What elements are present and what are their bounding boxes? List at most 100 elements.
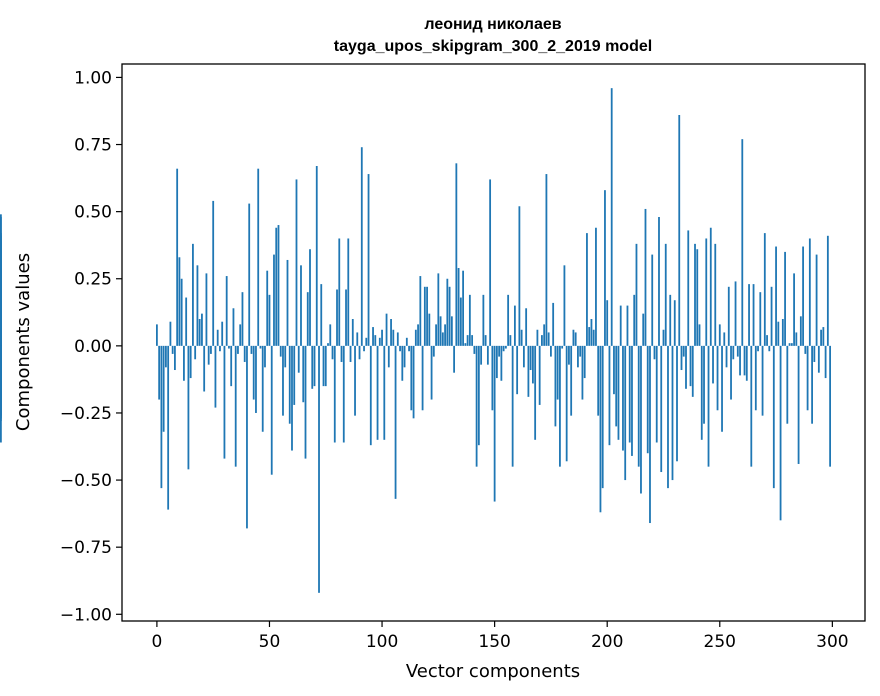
bar-63 <box>297 345 300 373</box>
bar-182 <box>565 345 568 462</box>
chart-subtitle: tayga_upos_skipgram_300_2_2019 model <box>334 38 652 55</box>
bar-111 <box>405 337 408 346</box>
bar-79 <box>333 345 336 443</box>
bar-106 <box>394 345 397 499</box>
bar-13 <box>185 297 188 346</box>
bar-36 <box>237 345 239 354</box>
bar-285 <box>797 345 800 464</box>
bar-273 <box>770 286 773 346</box>
bar-181 <box>563 265 566 346</box>
bar-81 <box>338 238 341 346</box>
bar-160 <box>516 345 519 395</box>
bar-252 <box>723 332 726 346</box>
bar-127 <box>441 332 444 346</box>
bar-130 <box>448 286 451 346</box>
x-tick-label: 250 <box>704 632 736 652</box>
x-axis-ticks: 0 50 100 150 200 250 300 <box>151 621 849 652</box>
bar-291 <box>811 345 813 424</box>
bar-238 <box>691 345 694 397</box>
bar-125 <box>437 273 440 346</box>
bar-124 <box>435 324 437 346</box>
bar-171 <box>541 335 543 346</box>
bar-225 <box>662 329 665 346</box>
bar-46 <box>259 345 262 349</box>
bar-232 <box>678 115 681 346</box>
bar-270 <box>763 233 766 346</box>
bar-191 <box>586 233 588 346</box>
bar-275 <box>775 246 777 346</box>
bar-205 <box>617 345 620 440</box>
bar-41 <box>248 203 251 346</box>
bar-87 <box>351 319 354 346</box>
bar-284 <box>795 332 798 346</box>
bar-134 <box>457 268 460 346</box>
bar-203 <box>613 345 615 395</box>
bar-163 <box>522 345 525 368</box>
bar-201 <box>608 345 611 446</box>
bar-255 <box>730 345 732 400</box>
y-tick-label: 1.00 <box>74 68 112 88</box>
bar-88 <box>354 345 356 416</box>
bar-98 <box>376 345 379 440</box>
bar-178 <box>556 345 559 400</box>
bar-277 <box>779 345 782 521</box>
bar-166 <box>529 345 532 371</box>
bar-85 <box>347 238 350 346</box>
bar-15 <box>189 345 192 379</box>
bar-249 <box>716 345 719 411</box>
bar-159 <box>513 305 516 346</box>
bar-290 <box>808 238 811 346</box>
y-tick-label: 0.00 <box>74 337 112 357</box>
bar-212 <box>633 294 636 346</box>
bar-109 <box>401 345 404 381</box>
bar-173 <box>545 174 548 346</box>
bar-239 <box>694 243 696 346</box>
bar-103 <box>387 345 390 368</box>
bar-281 <box>788 343 791 346</box>
bar-174 <box>547 332 550 346</box>
bar-57 <box>284 345 287 368</box>
bar-89 <box>356 332 359 346</box>
bar-8 <box>174 345 176 371</box>
bar-21 <box>203 345 206 392</box>
bar-247 <box>712 345 714 384</box>
y-axis-label: Components values <box>13 253 34 431</box>
bar-293 <box>815 254 818 346</box>
bar-105 <box>392 329 395 346</box>
bar-237 <box>689 345 692 387</box>
bar-224 <box>660 345 663 473</box>
bar-244 <box>705 238 708 346</box>
bar-185 <box>572 329 575 346</box>
bar-165 <box>527 345 530 397</box>
bar-33 <box>230 345 233 387</box>
bar-42 <box>250 345 253 354</box>
bar-142 <box>475 345 478 467</box>
bar-30 <box>223 345 226 459</box>
bar-26 <box>214 345 217 408</box>
bar-141 <box>473 345 476 354</box>
bar-83 <box>342 345 345 443</box>
bar-25 <box>212 200 215 346</box>
bar-140 <box>471 335 474 346</box>
bar-214 <box>637 345 640 467</box>
bar-129 <box>446 278 449 346</box>
bar-55 <box>279 345 282 357</box>
bar-266 <box>754 345 757 411</box>
bar-222 <box>655 345 658 443</box>
bar-104 <box>390 319 392 346</box>
bar-100 <box>381 329 383 346</box>
bar-73 <box>320 284 323 346</box>
bar-150 <box>493 345 496 502</box>
bar-86 <box>349 345 352 362</box>
plot-frame <box>121 63 866 622</box>
bar-58 <box>286 259 289 346</box>
x-tick-label: 200 <box>591 632 623 652</box>
bar-213 <box>635 243 638 346</box>
bar-5 <box>167 345 170 510</box>
bar-3 <box>162 345 165 432</box>
bar-199 <box>604 190 606 346</box>
bar-156 <box>507 294 510 346</box>
bar-68 <box>309 249 311 346</box>
bar-195 <box>595 227 597 346</box>
bar-198 <box>601 345 604 489</box>
